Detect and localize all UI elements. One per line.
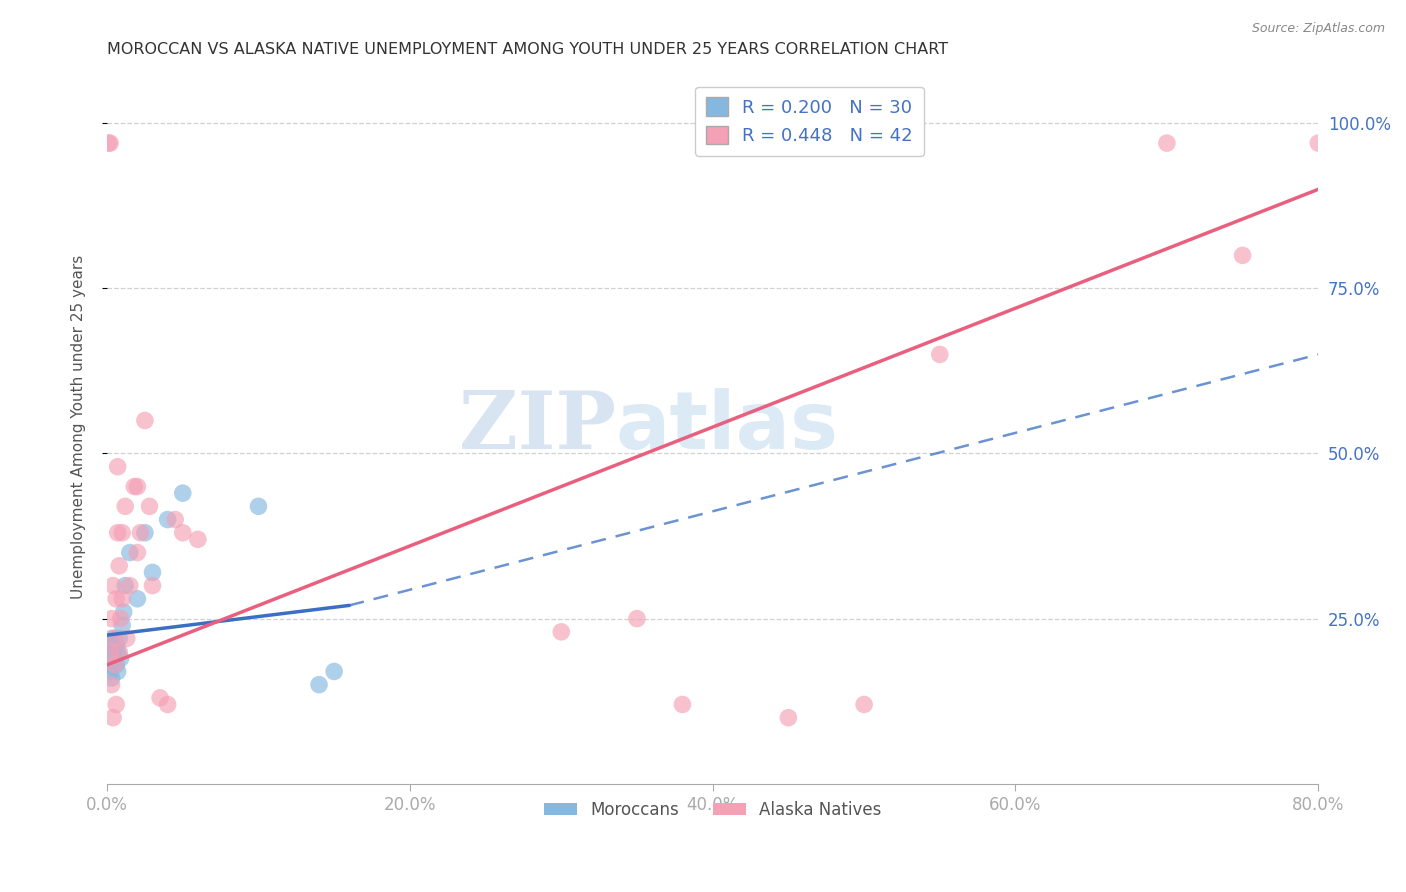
Y-axis label: Unemployment Among Youth under 25 years: Unemployment Among Youth under 25 years bbox=[72, 255, 86, 599]
Point bbox=[105, 591, 128, 606]
Point bbox=[323, 665, 346, 679]
Point bbox=[118, 545, 141, 559]
Point bbox=[108, 632, 131, 646]
Point bbox=[100, 645, 122, 659]
Point bbox=[165, 512, 187, 526]
Point bbox=[100, 671, 122, 685]
Point bbox=[98, 638, 121, 652]
Point bbox=[105, 657, 128, 672]
Point bbox=[187, 533, 209, 547]
Point bbox=[115, 632, 138, 646]
Point bbox=[141, 566, 163, 580]
Point bbox=[107, 665, 129, 679]
Point bbox=[138, 500, 160, 514]
Point bbox=[114, 578, 136, 592]
Point bbox=[98, 651, 121, 665]
Point bbox=[111, 525, 134, 540]
Point bbox=[127, 545, 149, 559]
Point bbox=[626, 612, 648, 626]
Point bbox=[149, 690, 172, 705]
Point bbox=[104, 651, 127, 665]
Text: MOROCCAN VS ALASKA NATIVE UNEMPLOYMENT AMONG YOUTH UNDER 25 YEARS CORRELATION CH: MOROCCAN VS ALASKA NATIVE UNEMPLOYMENT A… bbox=[107, 42, 948, 57]
Text: atlas: atlas bbox=[616, 388, 839, 467]
Point bbox=[101, 657, 124, 672]
Point bbox=[114, 500, 136, 514]
Point bbox=[118, 578, 141, 592]
Point bbox=[107, 525, 129, 540]
Point bbox=[671, 698, 693, 712]
Point bbox=[101, 711, 124, 725]
Point bbox=[98, 136, 121, 150]
Point bbox=[108, 645, 131, 659]
Point bbox=[97, 657, 120, 672]
Point bbox=[104, 657, 127, 672]
Point bbox=[1232, 248, 1254, 262]
Point bbox=[100, 612, 122, 626]
Point bbox=[308, 678, 330, 692]
Point bbox=[107, 645, 129, 659]
Point bbox=[111, 618, 134, 632]
Point bbox=[112, 605, 135, 619]
Point bbox=[172, 486, 194, 500]
Point bbox=[247, 500, 270, 514]
Point bbox=[101, 578, 124, 592]
Point bbox=[1156, 136, 1178, 150]
Point bbox=[111, 591, 134, 606]
Point bbox=[107, 459, 129, 474]
Point bbox=[134, 525, 156, 540]
Point bbox=[928, 347, 950, 361]
Point bbox=[100, 678, 122, 692]
Point bbox=[98, 665, 121, 679]
Point bbox=[127, 479, 149, 493]
Point bbox=[853, 698, 876, 712]
Point bbox=[550, 624, 572, 639]
Point bbox=[97, 645, 120, 659]
Point bbox=[108, 558, 131, 573]
Legend: Moroccans, Alaska Natives: Moroccans, Alaska Natives bbox=[537, 794, 889, 825]
Point bbox=[156, 698, 179, 712]
Point bbox=[105, 698, 128, 712]
Point bbox=[104, 632, 127, 646]
Text: Source: ZipAtlas.com: Source: ZipAtlas.com bbox=[1251, 22, 1385, 36]
Point bbox=[104, 632, 127, 646]
Point bbox=[1308, 136, 1330, 150]
Text: ZIP: ZIP bbox=[458, 388, 616, 467]
Point bbox=[127, 591, 149, 606]
Point bbox=[134, 413, 156, 427]
Point bbox=[172, 525, 194, 540]
Point bbox=[141, 578, 163, 592]
Point bbox=[105, 638, 128, 652]
Point bbox=[778, 711, 800, 725]
Point bbox=[129, 525, 152, 540]
Point bbox=[156, 512, 179, 526]
Point bbox=[110, 651, 132, 665]
Point bbox=[101, 645, 124, 659]
Point bbox=[97, 136, 120, 150]
Point bbox=[98, 645, 121, 659]
Point bbox=[124, 479, 146, 493]
Point bbox=[110, 612, 132, 626]
Point bbox=[100, 632, 122, 646]
